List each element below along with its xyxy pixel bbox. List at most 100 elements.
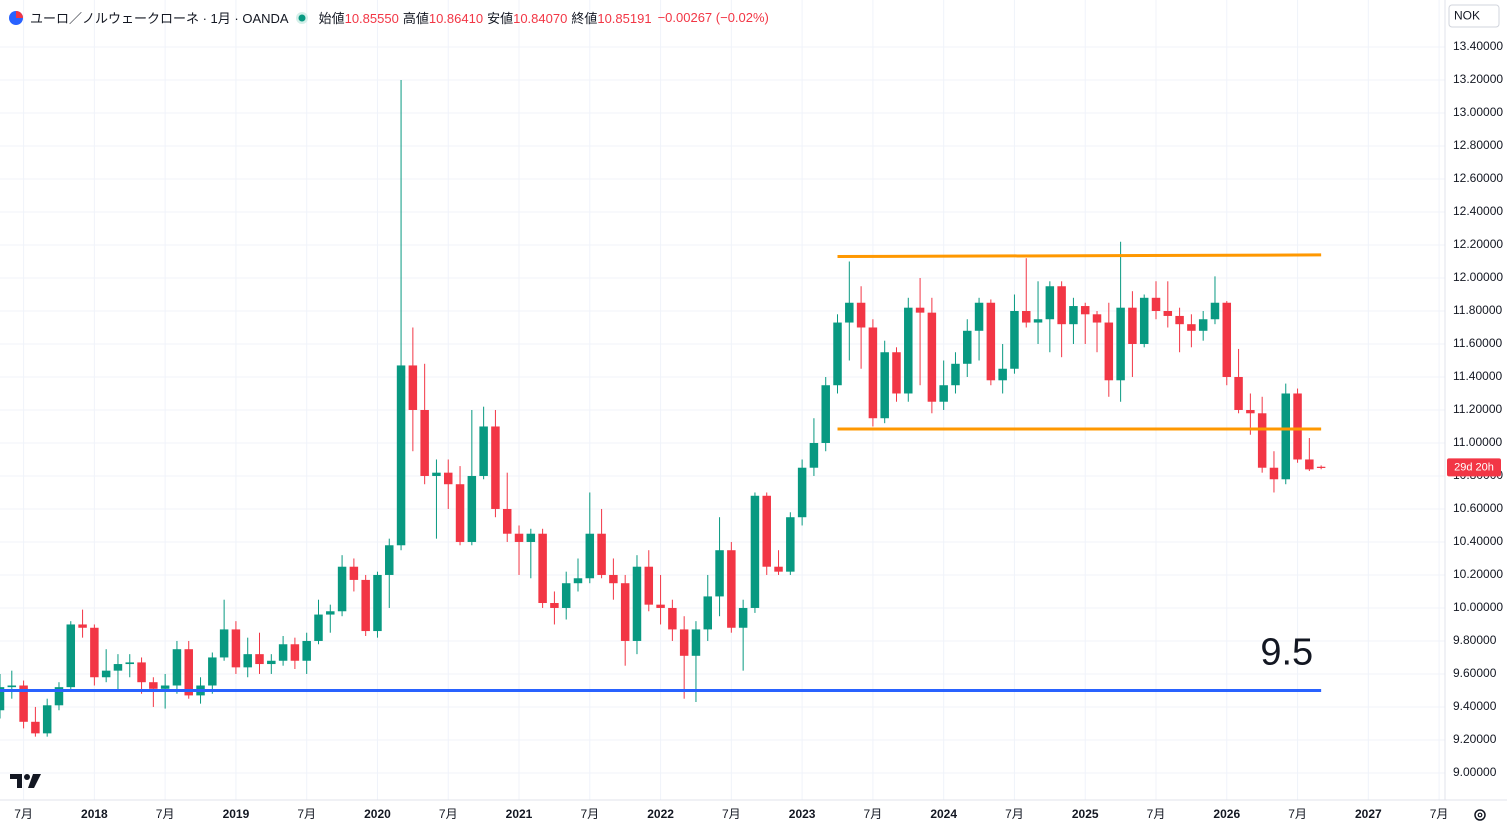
candle-body <box>1269 467 1279 480</box>
candle-body <box>632 566 642 641</box>
y-tick-label: 9.00000 <box>1453 765 1497 779</box>
candle-body <box>1092 314 1102 323</box>
candle-body <box>255 654 264 665</box>
candle-body <box>1010 310 1019 369</box>
ohlc-readout: 始値10.85550 高値10.86410 安値10.84070 終値10.85191 <box>315 8 652 27</box>
candle-body <box>1234 376 1243 410</box>
candle-body <box>479 426 488 476</box>
candle-body <box>66 624 76 688</box>
candle-body <box>738 607 748 628</box>
y-tick-label: 13.20000 <box>1453 72 1503 86</box>
y-tick-label: 11.00000 <box>1453 435 1502 449</box>
candle-body <box>361 579 370 632</box>
candle-body <box>951 363 960 386</box>
currency[interactable]: NOK <box>1454 9 1480 23</box>
candle-body <box>597 533 606 575</box>
candle-body <box>443 472 453 485</box>
candle-body <box>1246 409 1255 414</box>
candle-body <box>585 533 595 579</box>
y-tick-label: 9.20000 <box>1453 732 1497 746</box>
x-tick-label: 2018 <box>81 807 108 821</box>
candle-body <box>125 662 135 665</box>
candle-body <box>231 629 241 668</box>
candle-body <box>833 322 842 386</box>
candle-body <box>172 649 182 686</box>
candle-body <box>408 365 418 410</box>
candle-body <box>644 566 654 605</box>
candle-body <box>1198 319 1208 331</box>
y-tick-label: 10.20000 <box>1453 567 1503 581</box>
candle-body <box>1187 324 1196 331</box>
candle-body <box>1163 310 1173 316</box>
candle-body <box>101 670 111 678</box>
candle-body <box>668 607 677 630</box>
ohlc-value: 10.84070 <box>513 11 568 26</box>
candle-body <box>1033 319 1043 323</box>
candle-body <box>396 365 406 546</box>
candle-body <box>679 629 689 656</box>
candle-body <box>90 627 99 678</box>
x-tick-label: 2020 <box>364 807 391 821</box>
annotation: 9.5 <box>1260 631 1313 673</box>
candle-body <box>986 302 996 381</box>
candle-body <box>78 624 87 628</box>
y-tick-label: 9.60000 <box>1453 666 1497 680</box>
x-tick-label: 2021 <box>506 807 533 821</box>
candle-body <box>1257 413 1267 468</box>
candle-body <box>1222 302 1232 377</box>
candle-body <box>491 426 500 509</box>
candle-body <box>337 566 347 612</box>
candle-body <box>703 596 713 630</box>
candle-body <box>915 307 925 313</box>
candle-body <box>349 566 359 580</box>
candle-body <box>326 611 335 615</box>
candle-body <box>1021 310 1031 323</box>
candle-body <box>1080 306 1090 315</box>
candle-body <box>974 302 984 331</box>
y-tick-label: 13.40000 <box>1453 39 1503 53</box>
y-tick-label: 9.80000 <box>1453 633 1497 647</box>
x-tick-label: 7月 <box>297 807 316 821</box>
y-tick-label: 11.80000 <box>1453 303 1502 317</box>
y-tick-label: 11.60000 <box>1453 336 1502 350</box>
currency-box[interactable] <box>1448 4 1500 28</box>
axes: 9.00000 9.20000 9.40000 9.60000 9.80000 10.00… <box>14 39 1503 821</box>
candle-body <box>385 545 394 575</box>
candle-body <box>432 472 441 476</box>
y-tick-label: 12.00000 <box>1453 270 1503 284</box>
candle-body <box>314 614 323 641</box>
candle-body <box>892 352 901 394</box>
candle-body <box>821 385 830 443</box>
x-tick-label: 7月 <box>439 807 458 821</box>
candle-body <box>1293 393 1302 460</box>
x-tick-label: 7月 <box>580 807 599 821</box>
candle-body <box>1069 306 1078 325</box>
ohlc-value: 10.85550 <box>344 11 399 26</box>
x-tick-label: 2025 <box>1072 807 1099 821</box>
candle-body <box>963 330 972 364</box>
candle-body <box>561 583 571 608</box>
x-tick-label: 7月 <box>14 807 33 821</box>
market-status <box>295 11 308 24</box>
candle-body <box>0 687 5 711</box>
x-tick-label: 7月 <box>156 807 175 821</box>
candle-body <box>42 705 52 734</box>
candle-body <box>7 685 17 688</box>
candle-body <box>1175 315 1184 325</box>
y-tick-label: 11.20000 <box>1453 402 1502 416</box>
symbol-icon <box>9 10 23 25</box>
candle-body <box>856 302 866 328</box>
ohlc-label: 安値 <box>487 11 514 26</box>
symbol-title: ユーロ／ノルウェークローネ · 1月 · OANDA <box>30 11 289 26</box>
ohlc-label: 終値 <box>571 11 598 26</box>
x-tick-label: 7月 <box>864 807 883 821</box>
candle-body <box>809 442 819 468</box>
settings-icon[interactable] <box>1474 809 1486 821</box>
candle-body <box>550 603 559 608</box>
x-tick-label: 2024 <box>930 807 957 821</box>
candle-body <box>31 721 40 734</box>
candle-body <box>1305 459 1314 470</box>
y-tick-label: 12.60000 <box>1453 171 1503 185</box>
